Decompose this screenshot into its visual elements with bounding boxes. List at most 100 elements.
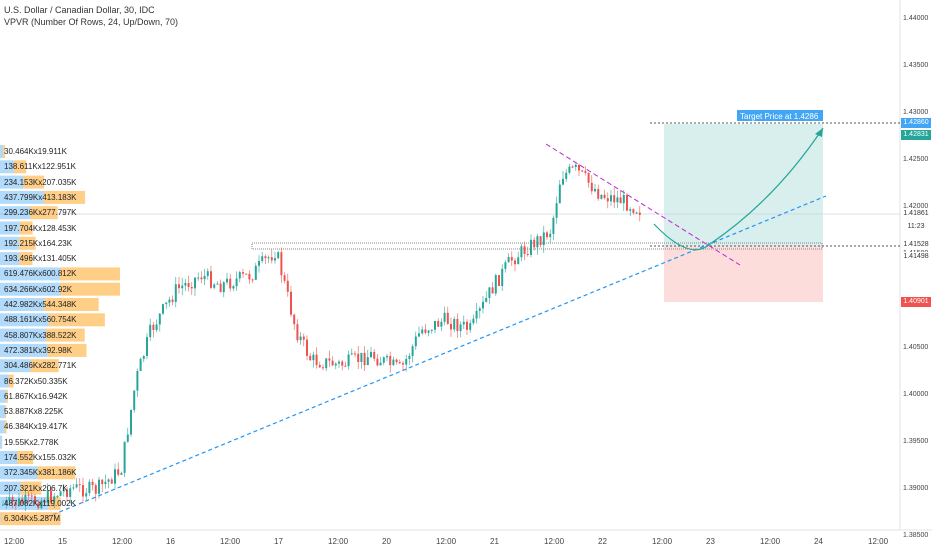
- candle-body: [478, 308, 481, 311]
- vp-row-label: 138.611Kx122.951K: [4, 162, 76, 172]
- candle-body: [165, 302, 168, 305]
- candle-body: [363, 352, 366, 366]
- vp-down-bar: [60, 267, 120, 281]
- candle-body: [453, 318, 456, 330]
- candle-body: [446, 312, 449, 324]
- candle-body: [613, 195, 616, 203]
- vp-row-label: 6.304Kx5.287M: [4, 514, 61, 524]
- vp-up-bar: [0, 451, 18, 464]
- candle-body: [376, 358, 379, 366]
- candle-body: [235, 278, 238, 287]
- candle-body: [498, 275, 500, 286]
- candle-body: [546, 232, 548, 238]
- price-axis-tick: 1.40500: [903, 344, 929, 351]
- candle-body: [370, 351, 372, 358]
- candle-body: [18, 498, 20, 506]
- candle-body: [126, 434, 129, 442]
- candle-body: [136, 371, 139, 391]
- candle-body: [347, 354, 350, 367]
- vp-down-bar: [20, 481, 42, 495]
- vp-row-label: 30.464Kx19.911K: [4, 147, 68, 156]
- vp-row-label: 487.082Kx119.002K: [4, 498, 76, 508]
- candle-body: [194, 277, 196, 289]
- candle-body: [50, 490, 52, 503]
- candle-body: [632, 209, 635, 213]
- candle-body: [117, 469, 120, 475]
- candle-body: [43, 500, 46, 503]
- vp-up-bar: [0, 466, 38, 480]
- vp-up-bar: [0, 389, 7, 403]
- candle-body: [581, 170, 584, 172]
- candle-body: [395, 359, 398, 363]
- candle-body: [341, 361, 344, 366]
- candle-body: [600, 194, 603, 199]
- candle-body: [357, 353, 360, 362]
- candle-body: [162, 304, 164, 314]
- candle-body: [440, 321, 443, 327]
- candle-body: [414, 336, 417, 347]
- candle-body: [491, 287, 494, 294]
- candle-body: [62, 489, 65, 492]
- candle-body: [318, 364, 321, 368]
- projection-curve[interactable]: [653, 127, 824, 251]
- target-zone[interactable]: [664, 124, 823, 246]
- candle-body: [197, 277, 200, 279]
- candle-body: [142, 355, 145, 359]
- candle-body: [427, 330, 430, 333]
- vp-row-label: 619.476Kx600.812K: [4, 269, 77, 279]
- candle-body: [229, 278, 232, 289]
- stop-zone[interactable]: [664, 246, 823, 302]
- candle-body: [123, 441, 126, 473]
- candle-body: [312, 354, 315, 361]
- candle-body: [149, 324, 152, 338]
- vp-down-bar: [23, 175, 45, 189]
- candle-body: [437, 320, 440, 327]
- time-axis-label: 12:00: [112, 537, 133, 546]
- time-axis-label: 12:00: [868, 537, 889, 546]
- candle-body: [290, 291, 292, 315]
- symbol-title: U.S. Dollar / Canadian Dollar, 30, IDC: [4, 5, 155, 15]
- vp-down-bar: [60, 282, 120, 296]
- candle-body: [469, 323, 472, 330]
- candle-body: [66, 489, 68, 497]
- candle-body: [78, 484, 81, 486]
- candle-body: [101, 479, 104, 485]
- time-axis-label: 12:00: [760, 537, 781, 546]
- candle-body: [523, 246, 526, 254]
- candle-body: [34, 496, 36, 504]
- time-axis-label: 16: [166, 537, 175, 546]
- vp-row-label: 193.496Kx131.405K: [4, 254, 77, 264]
- candle-body: [485, 297, 488, 302]
- candle-body: [488, 287, 491, 298]
- vp-up-bar: [0, 328, 46, 342]
- candle-body: [626, 194, 628, 211]
- candle-body: [210, 271, 212, 288]
- vp-up-bar: [0, 435, 2, 449]
- candle-body: [72, 487, 75, 489]
- descending-trend-line[interactable]: [545, 143, 741, 266]
- candle-body: [242, 272, 244, 274]
- candle-body: [459, 324, 462, 332]
- time-axis-label: 12:00: [4, 537, 25, 546]
- candle-body: [174, 284, 177, 302]
- candle-body: [411, 346, 414, 356]
- vp-down-bar: [37, 466, 76, 480]
- candle-body: [443, 312, 446, 322]
- vp-down-bar: [19, 252, 33, 266]
- candle-body: [187, 283, 190, 288]
- candle-body: [510, 257, 513, 261]
- vp-up-bar: [0, 252, 20, 266]
- candle-body: [504, 262, 507, 269]
- uptrend-line[interactable]: [39, 195, 827, 521]
- candle-body: [293, 314, 296, 325]
- candle-body: [2, 504, 4, 506]
- candle-body: [155, 324, 158, 330]
- candle-body: [40, 500, 43, 509]
- vp-row-label: 472.381Kx392.98K: [4, 345, 73, 355]
- price-axis-tick: 1.39000: [903, 485, 929, 492]
- target-price-tag: 1.42860: [901, 118, 931, 128]
- candle-body: [200, 277, 203, 280]
- candle-body: [610, 195, 612, 202]
- candle-body: [94, 485, 97, 494]
